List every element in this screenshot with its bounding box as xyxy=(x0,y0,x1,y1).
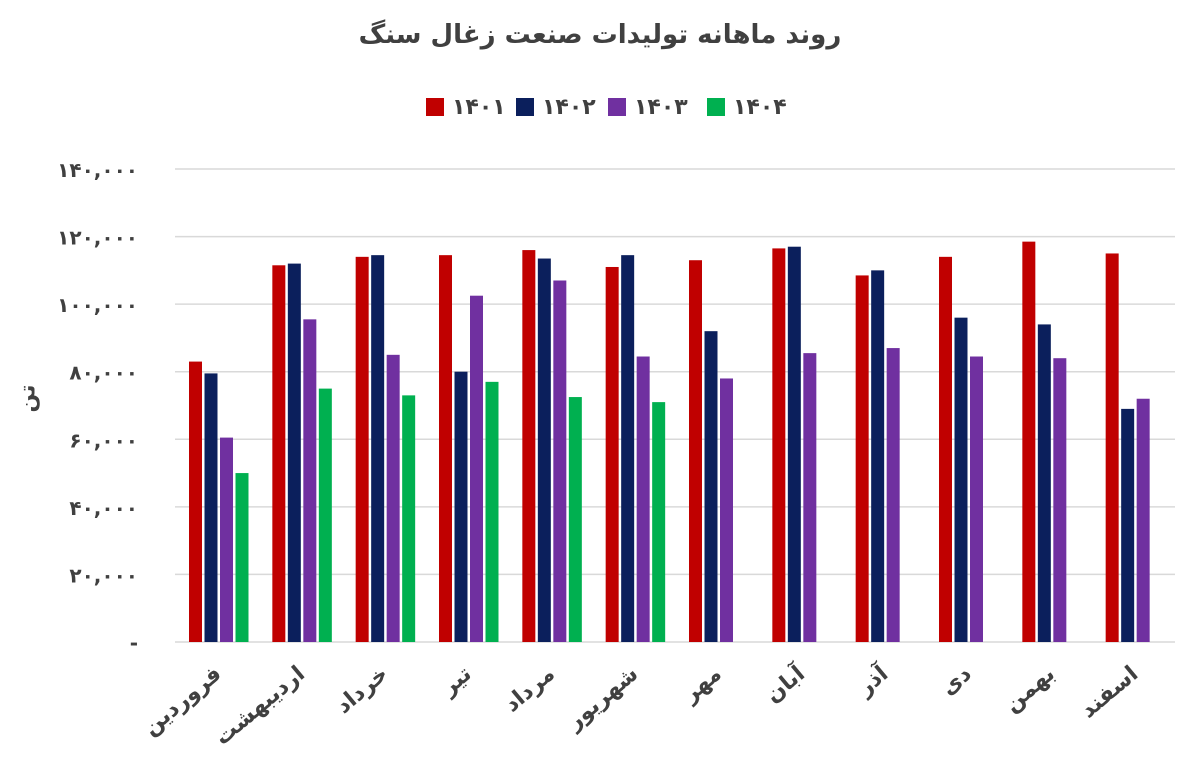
bar-2-11 xyxy=(1037,324,1051,642)
bar-1-5 xyxy=(522,250,536,643)
bar-1-2 xyxy=(272,265,286,642)
legend-label: ۱۴۰۳ xyxy=(634,94,688,120)
y-tick-label: ۸۰,۰۰۰ xyxy=(69,361,138,385)
bar-2-10 xyxy=(954,317,968,642)
bar-3-2 xyxy=(303,319,317,642)
legend-swatch xyxy=(707,98,725,116)
bar-3-8 xyxy=(803,353,817,642)
bar-2-2 xyxy=(287,263,301,642)
bar-3-7 xyxy=(720,378,733,642)
legend-swatch xyxy=(426,98,444,116)
x-tick-label: اردیبهشت xyxy=(210,661,310,750)
bar-3-4 xyxy=(470,295,483,642)
bar-3-1 xyxy=(220,437,233,642)
bar-2-3 xyxy=(371,255,385,642)
bar-1-9 xyxy=(855,275,869,642)
bar-4-2 xyxy=(318,388,332,642)
bar-1-4 xyxy=(439,255,452,642)
x-tick-label: بهمن xyxy=(1000,661,1060,717)
bar-3-9 xyxy=(886,348,900,642)
legend-swatch xyxy=(516,98,534,116)
bar-2-9 xyxy=(871,270,885,642)
x-tick-label: مرداد xyxy=(500,661,560,717)
legend-swatch xyxy=(608,98,626,116)
bar-3-12 xyxy=(1136,398,1150,642)
x-tick-label: آبان xyxy=(759,659,810,708)
chart-title: روند ماهانه تولیدات صنعت زغال سنگ xyxy=(358,20,842,50)
x-tick-label: اسفند xyxy=(1076,661,1143,723)
legend-label: ۱۴۰۲ xyxy=(542,94,596,120)
legend-label: ۱۴۰۴ xyxy=(733,94,787,120)
y-tick-label: ۲۰,۰۰۰ xyxy=(69,563,138,587)
bar-1-11 xyxy=(1022,241,1036,642)
bar-2-1 xyxy=(204,373,218,642)
bar-4-4 xyxy=(485,381,499,642)
legend-item: ۱۴۰۴ xyxy=(707,92,787,122)
y-axis-label: تن xyxy=(15,384,41,413)
legend-item: ۱۴۰۱ xyxy=(426,92,506,122)
bar-4-5 xyxy=(568,397,582,642)
bar-1-10 xyxy=(939,256,952,642)
bar-2-12 xyxy=(1121,408,1135,642)
bar-3-5 xyxy=(553,280,567,642)
bar-2-4 xyxy=(454,371,468,642)
x-tick-label: تیر xyxy=(436,661,477,701)
x-tick-label: آذر xyxy=(850,659,893,702)
y-tick-label: ۱۰۰,۰۰۰ xyxy=(57,293,138,317)
legend-item: ۱۴۰۲ xyxy=(516,92,596,122)
bar-4-1 xyxy=(235,473,249,642)
bar-1-7 xyxy=(689,260,702,642)
bar-1-3 xyxy=(355,256,369,642)
x-tick-label: فروردین xyxy=(139,661,227,740)
x-tick-label: دی xyxy=(936,661,976,700)
bar-1-1 xyxy=(189,361,202,642)
y-tick-label: ۱۲۰,۰۰۰ xyxy=(57,226,138,250)
legend-label: ۱۴۰۱ xyxy=(452,94,506,120)
bar-3-10 xyxy=(970,356,983,642)
y-tick-label: - xyxy=(130,631,138,655)
bar-3-11 xyxy=(1053,358,1067,642)
bar-2-5 xyxy=(537,258,551,642)
bar-1-6 xyxy=(605,266,619,642)
y-tick-label: ۱۴۰,۰۰۰ xyxy=(57,158,138,182)
y-tick-label: ۶۰,۰۰۰ xyxy=(69,428,138,452)
legend-item: ۱۴۰۳ xyxy=(608,92,688,122)
x-tick-label: خرداد xyxy=(331,661,393,719)
bar-1-8 xyxy=(772,248,786,642)
bar-1-12 xyxy=(1105,253,1119,642)
y-tick-label: ۴۰,۰۰۰ xyxy=(69,496,138,520)
bar-2-8 xyxy=(787,246,801,642)
chart-legend: ۱۴۰۱ ۱۴۰۲ ۱۴۰۳ ۱۴۰۴ xyxy=(0,92,1200,122)
bar-4-3 xyxy=(402,395,416,642)
bar-4-6 xyxy=(652,402,666,642)
bar-2-7 xyxy=(704,331,718,642)
bar-3-3 xyxy=(386,354,400,642)
bar-2-6 xyxy=(621,255,635,642)
x-tick-label: مهر xyxy=(678,661,727,708)
bar-3-6 xyxy=(636,356,650,642)
x-tick-label: شهریور xyxy=(562,661,644,735)
